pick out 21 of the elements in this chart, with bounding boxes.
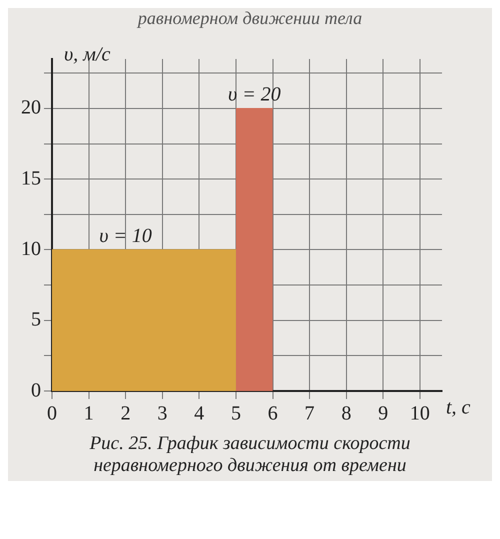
- x-axis-title: t, с: [446, 396, 471, 418]
- x-tick-label: 6: [268, 402, 278, 424]
- x-tick-label: 2: [120, 402, 131, 424]
- y-tick-label: 15: [21, 167, 41, 190]
- x-tick-label: 1: [84, 402, 94, 424]
- x-tick-label: 7: [304, 402, 315, 424]
- y-axis-title: υ, м/с: [64, 43, 110, 66]
- x-tick-label: 3: [157, 402, 168, 424]
- x-tick-label: 5: [230, 402, 241, 424]
- y-tick-label: 5: [31, 308, 41, 331]
- y-tick-label: 0: [31, 379, 41, 402]
- chart-title: равномерном движении тела: [136, 8, 364, 29]
- annotation: υ = 10: [99, 224, 152, 247]
- y-tick-label: 10: [21, 238, 41, 260]
- x-tick-label: 0: [47, 402, 57, 424]
- x-tick-label: 8: [341, 402, 352, 424]
- y-tick-label: 20: [21, 96, 41, 119]
- x-tick-label: 10: [410, 402, 430, 424]
- x-tick-label: 9: [378, 402, 388, 424]
- text: Рис. 25. График зависимости скорости неравномерного движения от времени: [88, 432, 412, 478]
- x-tick-label: 4: [194, 402, 204, 424]
